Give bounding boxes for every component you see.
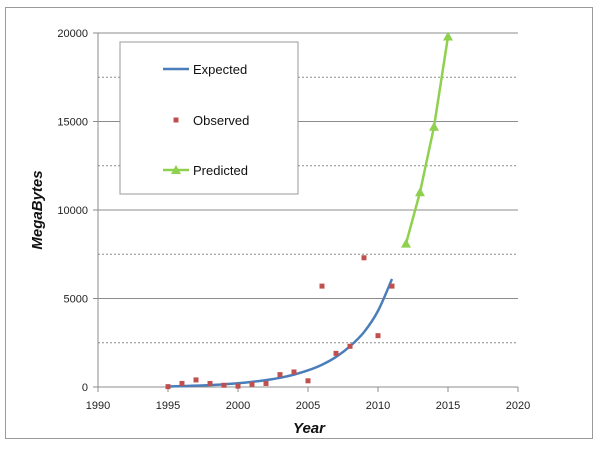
legend-marker (171, 165, 181, 174)
data-point (375, 333, 381, 339)
series-observed (165, 255, 395, 390)
y-tick-label: 0 (82, 382, 88, 394)
legend-box (119, 41, 299, 195)
data-point (277, 372, 283, 378)
y-tick-label: 15000 (57, 117, 88, 129)
data-point (443, 31, 453, 41)
series-line (404, 36, 450, 244)
data-point (389, 283, 395, 289)
series-expected (167, 278, 394, 388)
data-point (193, 377, 199, 383)
y-tick-label: 10000 (57, 205, 88, 217)
legend: Expected Observed Predicted (119, 41, 299, 195)
series-layer (165, 31, 453, 390)
data-point (221, 382, 227, 388)
x-tick-label: 2005 (296, 400, 320, 412)
data-point (305, 378, 311, 384)
data-point (415, 187, 425, 197)
legend-label: Observed (193, 113, 249, 128)
x-axis-title: Year (293, 420, 326, 437)
data-point (165, 384, 171, 390)
data-point (429, 121, 439, 131)
x-tick-label: 2020 (506, 400, 530, 412)
data-point (401, 238, 411, 248)
data-point (347, 343, 353, 349)
legend-label: Predicted (193, 163, 248, 178)
data-point (319, 283, 325, 289)
data-point (249, 381, 255, 387)
legend-item-observed: Observed (173, 113, 249, 128)
data-point (333, 350, 339, 356)
x-tick-label: 1990 (86, 400, 110, 412)
chart-frame (5, 7, 593, 439)
x-tick-label: 2010 (366, 400, 390, 412)
data-point (179, 380, 185, 386)
legend-item-predicted: Predicted (163, 163, 248, 178)
data-point (207, 380, 213, 386)
y-tick-label: 20000 (57, 28, 88, 40)
series-line (167, 278, 394, 388)
data-point (291, 369, 297, 375)
x-tick-label: 1995 (156, 400, 180, 412)
data-point (361, 255, 367, 261)
legend-swatch (173, 117, 179, 123)
x-tick-label: 2000 (226, 400, 250, 412)
data-point (263, 380, 269, 386)
x-tick-label: 2015 (436, 400, 460, 412)
y-tick-label: 5000 (64, 294, 88, 306)
legend-label: Expected (193, 62, 247, 77)
y-axis-title: MegaBytes (29, 170, 46, 249)
series-predicted (401, 31, 453, 248)
data-point (235, 383, 241, 389)
legend-item-expected: Expected (163, 62, 247, 77)
